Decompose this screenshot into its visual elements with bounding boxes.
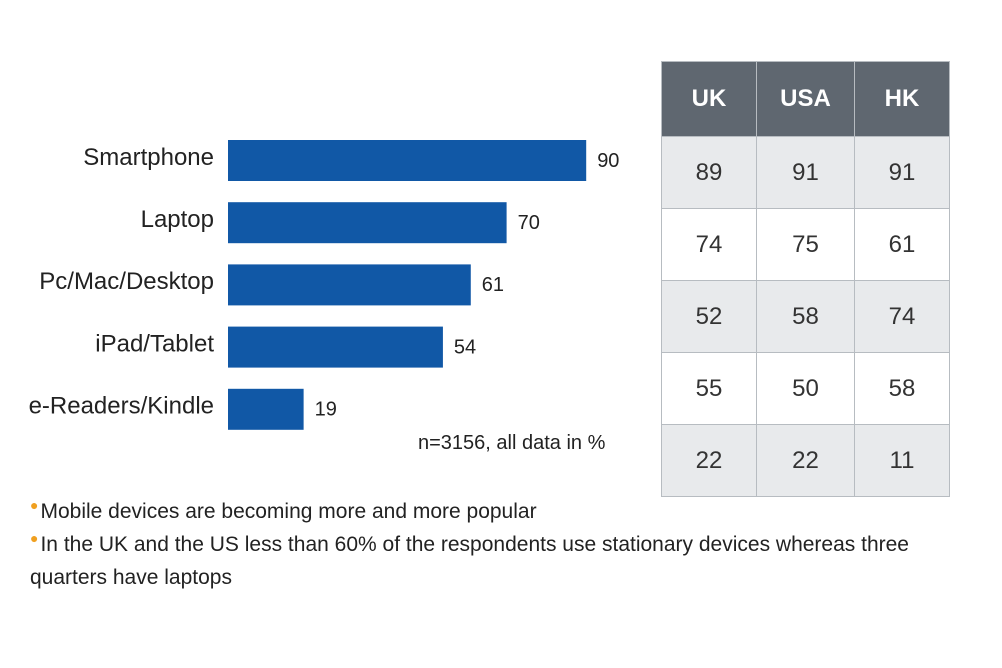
value-label: 70 [518,212,540,234]
table-cell: 91 [756,136,855,209]
table-cell: 74 [854,280,950,353]
bullet-dot-icon: ● [30,530,39,546]
table-cell: 58 [756,280,855,353]
bar-laptop [228,202,507,244]
category-label: Smartphone [83,144,214,171]
table-row: 55 50 58 [661,352,950,425]
table-cell: 55 [661,352,757,425]
bar-smartphone [228,140,587,181]
table-cell: 75 [756,208,855,281]
table-cell: 58 [854,352,950,425]
header-hk: HK [854,61,950,137]
value-label: 90 [597,150,619,172]
bar-pc-mac-desktop [228,264,471,306]
table-cell: 50 [756,352,855,425]
table-cell: 11 [854,424,950,497]
table-row: 52 58 74 [661,280,950,353]
bar-ipad-tablet [228,326,443,368]
category-label: Pc/Mac/Desktop [39,268,214,295]
finding-item: ●Mobile devices are becoming more and mo… [30,496,930,529]
bullet-dot-icon: ● [30,497,39,513]
table-cell: 22 [661,424,757,497]
table-row: 89 91 91 [661,136,950,209]
header-usa: USA [756,61,855,137]
value-label: 54 [454,336,476,358]
table-cell: 74 [661,208,757,281]
finding-item: ●In the UK and the US less than 60% of t… [30,529,930,594]
finding-text: Mobile devices are becoming more and mor… [40,500,537,523]
category-label: e-Readers/Kindle [29,393,214,420]
table-cell: 22 [756,424,855,497]
table-cell: 89 [661,136,757,209]
value-label: 19 [315,399,337,421]
finding-text: In the UK and the US less than 60% of th… [30,533,909,589]
sample-size-note: n=3156, all data in % [418,432,606,454]
table-row: 74 75 61 [661,208,950,281]
table-cell: 52 [661,280,757,353]
table-row: 22 22 11 [661,424,950,497]
table-header-row: UK USA HK [661,61,950,137]
bar-e-readers-kindle [228,388,304,430]
category-label: iPad/Tablet [95,330,214,357]
table-cell: 91 [854,136,950,209]
value-label: 61 [482,274,504,296]
table-cell: 61 [854,208,950,281]
key-findings-list: ●Mobile devices are becoming more and mo… [30,496,930,594]
category-label: Laptop [141,206,214,233]
header-uk: UK [661,61,757,137]
country-data-table: UK USA HK 89 91 91 74 75 61 52 58 74 55 … [661,61,950,497]
bar-chart: Smartphone 90 Laptop 70 Pc/Mac/Desktop 61 iPad… [29,140,619,430]
